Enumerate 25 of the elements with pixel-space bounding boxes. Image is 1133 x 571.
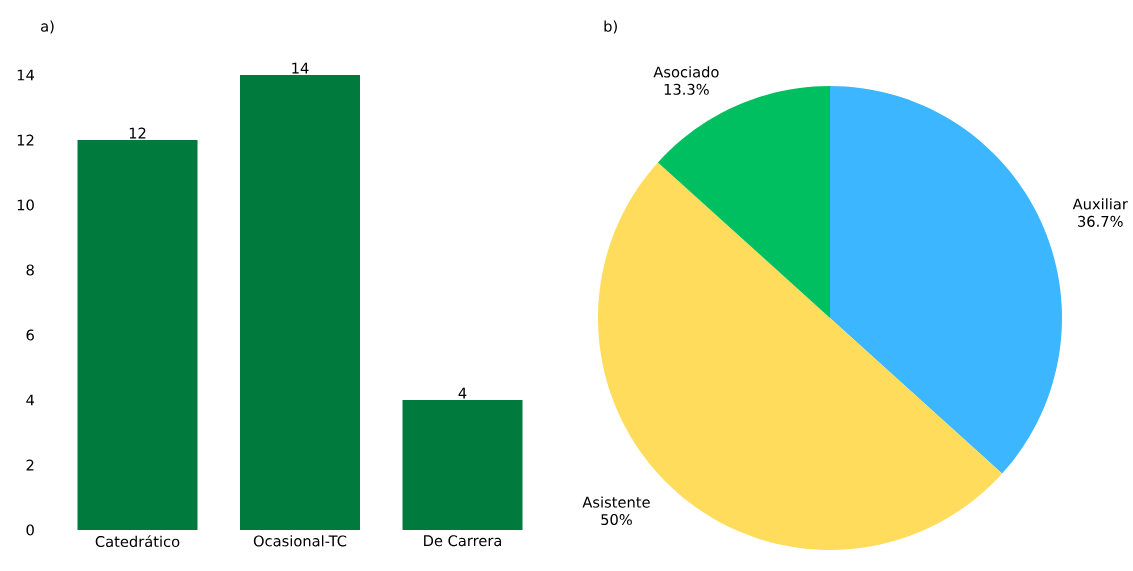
data-label: 12 [129,127,146,139]
y-tick-label: 2 [26,459,34,471]
y-tick-label: 0 [26,524,34,536]
x-tick-label: De Carrera [424,535,502,547]
slice-label: Asistente [582,496,650,508]
data-label: 13.3% [664,83,709,95]
y-tick-label: 4 [26,394,35,406]
chart-title: a) [41,20,54,34]
bar [77,139,198,530]
x-tick-label: Catedrático [95,535,180,548]
chart-title: b) [604,20,617,34]
data-label: 36.7% [1078,215,1123,227]
y-tick-label: 14 [17,69,35,81]
slice-label: Auxiliar [1072,198,1128,210]
y-tick-label: 8 [26,264,34,276]
y-tick-label: 12 [17,134,34,146]
data-label: 4 [458,387,467,399]
slice-label: Asociado [653,66,719,78]
bar [402,399,523,530]
x-tick-label: Ocasional-TC [253,535,347,547]
data-label: 50% [601,513,632,526]
y-tick-label: 10 [17,199,34,211]
data-label: 14 [292,62,309,74]
y-tick-label: 6 [26,329,34,341]
bar [240,74,361,530]
